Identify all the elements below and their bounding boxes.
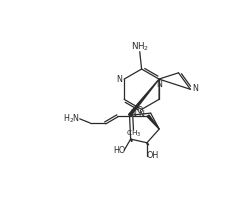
Polygon shape [129, 79, 159, 116]
Text: N: N [139, 110, 145, 119]
Text: HO: HO [113, 146, 125, 155]
Text: H$_2$N: H$_2$N [63, 113, 80, 125]
Text: NH$_2$: NH$_2$ [131, 41, 149, 53]
Text: N: N [116, 75, 122, 84]
Polygon shape [147, 115, 159, 129]
Text: N: N [156, 80, 162, 89]
Text: N: N [193, 84, 199, 93]
Text: OH: OH [146, 151, 158, 160]
Text: CH$_3$: CH$_3$ [126, 129, 141, 139]
Text: O: O [137, 106, 143, 115]
Text: N: N [130, 109, 136, 118]
